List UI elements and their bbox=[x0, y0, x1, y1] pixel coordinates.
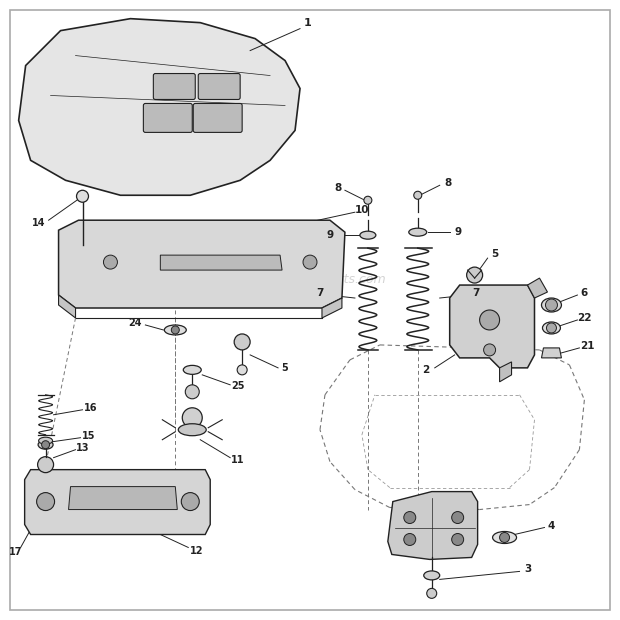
FancyBboxPatch shape bbox=[193, 104, 242, 133]
Polygon shape bbox=[58, 220, 345, 308]
Polygon shape bbox=[388, 492, 477, 559]
Circle shape bbox=[364, 197, 372, 204]
Circle shape bbox=[404, 512, 416, 523]
Ellipse shape bbox=[38, 440, 53, 449]
Text: 17: 17 bbox=[9, 547, 22, 557]
Text: 15: 15 bbox=[82, 431, 95, 441]
Ellipse shape bbox=[164, 325, 186, 335]
Polygon shape bbox=[528, 278, 547, 298]
Text: 5: 5 bbox=[281, 363, 288, 373]
Text: 22: 22 bbox=[577, 313, 591, 323]
Text: 4: 4 bbox=[548, 521, 555, 531]
Circle shape bbox=[76, 190, 89, 202]
Circle shape bbox=[182, 408, 202, 428]
Circle shape bbox=[452, 512, 464, 523]
Text: 11: 11 bbox=[231, 454, 245, 464]
Ellipse shape bbox=[542, 322, 560, 334]
Circle shape bbox=[546, 323, 556, 333]
Ellipse shape bbox=[360, 231, 376, 239]
Circle shape bbox=[104, 255, 117, 269]
Circle shape bbox=[181, 493, 199, 510]
Text: 14: 14 bbox=[32, 218, 45, 228]
Text: 3: 3 bbox=[524, 564, 531, 574]
Ellipse shape bbox=[38, 437, 53, 444]
Circle shape bbox=[234, 334, 250, 350]
Circle shape bbox=[237, 365, 247, 375]
Polygon shape bbox=[69, 487, 177, 510]
Text: 16: 16 bbox=[84, 403, 97, 413]
Circle shape bbox=[42, 441, 50, 449]
Ellipse shape bbox=[184, 365, 202, 374]
FancyBboxPatch shape bbox=[153, 74, 195, 99]
Circle shape bbox=[303, 255, 317, 269]
Polygon shape bbox=[19, 19, 300, 195]
Circle shape bbox=[480, 310, 500, 330]
FancyBboxPatch shape bbox=[198, 74, 240, 99]
Circle shape bbox=[427, 588, 436, 598]
Text: 10: 10 bbox=[355, 205, 369, 215]
Circle shape bbox=[546, 299, 557, 311]
Text: 25: 25 bbox=[231, 381, 245, 391]
Circle shape bbox=[37, 493, 55, 510]
Ellipse shape bbox=[179, 423, 206, 436]
Ellipse shape bbox=[493, 531, 516, 544]
Ellipse shape bbox=[541, 298, 562, 312]
Polygon shape bbox=[541, 348, 562, 358]
Polygon shape bbox=[161, 255, 282, 270]
Text: 8: 8 bbox=[334, 184, 342, 193]
Polygon shape bbox=[500, 362, 511, 382]
Text: 5: 5 bbox=[491, 249, 498, 259]
Text: 8: 8 bbox=[444, 179, 451, 188]
Polygon shape bbox=[25, 469, 210, 534]
Polygon shape bbox=[450, 285, 534, 368]
Circle shape bbox=[38, 457, 53, 472]
Text: 24: 24 bbox=[128, 318, 142, 328]
Text: 21: 21 bbox=[580, 341, 595, 351]
Polygon shape bbox=[322, 298, 342, 318]
Text: 7: 7 bbox=[472, 288, 479, 298]
Circle shape bbox=[404, 533, 416, 546]
Circle shape bbox=[484, 344, 495, 356]
Text: 1: 1 bbox=[304, 17, 312, 28]
Text: 9: 9 bbox=[454, 227, 461, 237]
Text: 2: 2 bbox=[422, 365, 430, 375]
Text: 7: 7 bbox=[316, 288, 324, 298]
FancyBboxPatch shape bbox=[143, 104, 192, 133]
Circle shape bbox=[467, 267, 482, 283]
Polygon shape bbox=[58, 295, 76, 318]
Circle shape bbox=[452, 533, 464, 546]
Text: eReplacementParts.com: eReplacementParts.com bbox=[234, 273, 386, 286]
Ellipse shape bbox=[409, 228, 427, 236]
Circle shape bbox=[414, 191, 422, 199]
Text: 12: 12 bbox=[190, 546, 203, 557]
Circle shape bbox=[185, 385, 199, 399]
Text: 9: 9 bbox=[326, 230, 334, 240]
Text: 13: 13 bbox=[76, 443, 89, 453]
Circle shape bbox=[500, 533, 510, 542]
Ellipse shape bbox=[423, 571, 440, 580]
Circle shape bbox=[171, 326, 179, 334]
Text: 6: 6 bbox=[581, 288, 588, 298]
